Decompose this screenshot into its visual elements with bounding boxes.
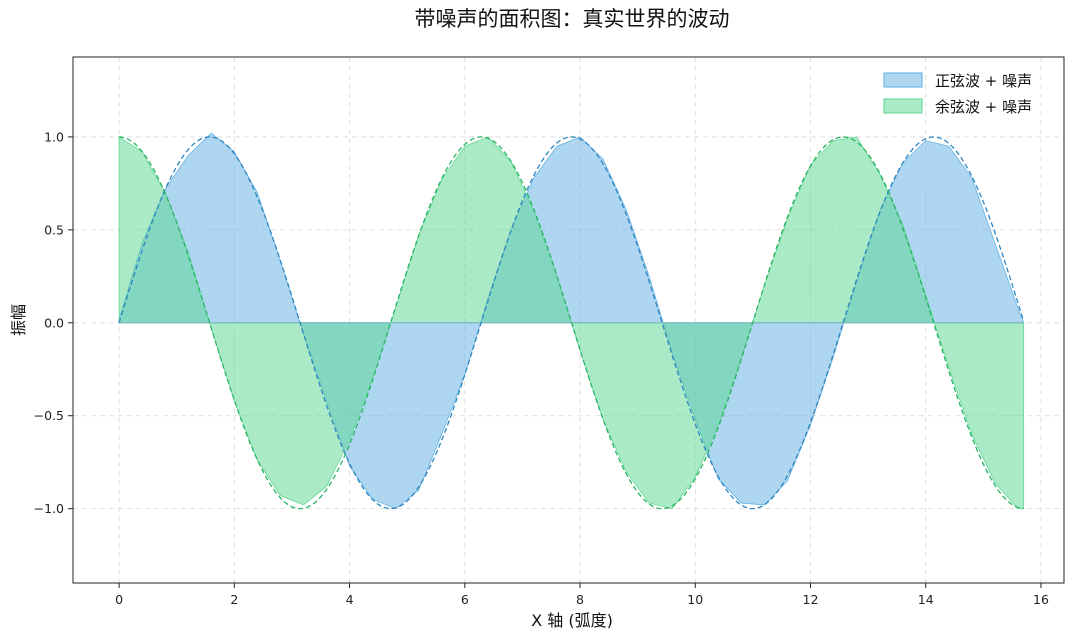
y-axis-label: 振幅 xyxy=(9,304,28,336)
legend-label-cosine: 余弦波 + 噪声 xyxy=(935,98,1032,116)
sine-reference-curve xyxy=(118,136,1025,510)
y-tick-label: 0.5 xyxy=(44,222,64,237)
legend-label-sine: 正弦波 + 噪声 xyxy=(935,72,1032,90)
x-tick-label: 16 xyxy=(1033,592,1049,607)
chart-title: 带噪声的面积图：真实世界的波动 xyxy=(415,7,730,31)
legend: 正弦波 + 噪声 余弦波 + 噪声 xyxy=(883,72,1032,116)
y-tick-label: 0.0 xyxy=(44,315,64,330)
y-tick-label: −1.0 xyxy=(34,501,64,516)
x-tick-label: 12 xyxy=(803,592,819,607)
x-tick-label: 4 xyxy=(346,592,354,607)
x-tick-label: 14 xyxy=(918,592,934,607)
x-tick-label: 2 xyxy=(230,592,238,607)
cosine-reference-curve xyxy=(119,136,1024,510)
x-tick-label: 10 xyxy=(687,592,703,607)
axis-ticks: 0 2 4 6 8 10 12 14 16 −1.0 −0.5 0.0 0.5 1.0 xyxy=(34,129,1049,607)
y-tick-label: 1.0 xyxy=(44,129,64,144)
legend-swatch-sine xyxy=(883,72,923,88)
reference-curves-layer xyxy=(118,136,1025,510)
plot-frame xyxy=(72,56,1065,584)
x-tick-label: 8 xyxy=(576,592,584,607)
x-tick-label: 6 xyxy=(461,592,469,607)
x-axis-label: X 轴 (弧度) xyxy=(531,611,613,629)
x-tick-label: 0 xyxy=(115,592,123,607)
legend-swatch-cosine xyxy=(883,98,923,114)
y-tick-label: −0.5 xyxy=(34,408,64,423)
